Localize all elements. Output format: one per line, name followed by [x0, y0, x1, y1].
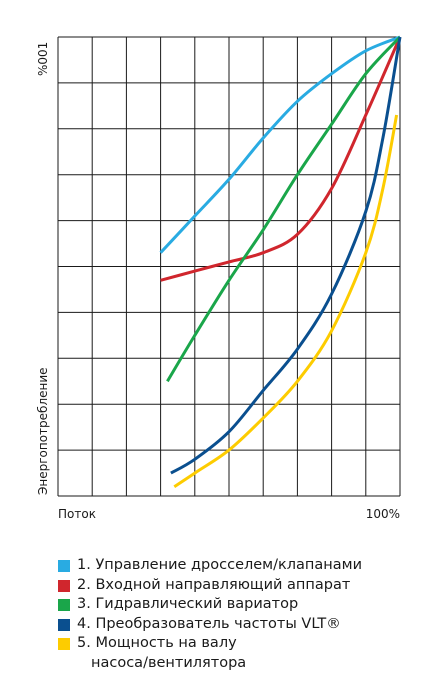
series-line-hydraulic-variator	[166, 35, 402, 383]
series-line-shaft-power	[173, 114, 399, 489]
legend-label-throttle: 1. Управление дросселем/клапанами	[77, 557, 363, 573]
x-axis-label: Поток	[58, 507, 96, 521]
legend-label-hydraulic-variator: 3. Гидравлический вариатор	[77, 596, 299, 612]
series-line-vlt-drive	[170, 36, 402, 475]
legend-swatch-throttle	[58, 560, 70, 572]
legend-swatch-inlet-guide-vanes	[58, 579, 70, 592]
legend-item-hydraulic-variator: 3. Гидравлический вариатор	[58, 595, 362, 615]
legend-label-shaft-power-continued: насоса/вентилятора	[91, 654, 247, 671]
series-line-inlet-guide-vanes	[160, 36, 402, 282]
legend-swatch-vlt-drive	[58, 618, 70, 631]
series-lines	[159, 35, 402, 489]
series-line-throttle	[159, 35, 401, 254]
y-axis-label: Энергопотребление	[36, 367, 50, 495]
legend: 1. Управление дросселем/клапанами 2. Вхо…	[58, 556, 362, 673]
legend-label-inlet-guide-vanes: 2. Входной направляющий аппарат	[77, 576, 351, 593]
legend-swatch-shaft-power	[58, 638, 70, 650]
legend-swatch-hydraulic-variator	[58, 599, 70, 611]
grid	[57, 36, 401, 497]
y-tick-label-100: %001	[36, 42, 50, 76]
legend-item-vlt-drive: 4. Преобразователь частоты VLT®	[58, 615, 362, 635]
chart: Поток 100% Энергопотребление %001	[36, 35, 402, 521]
legend-item-inlet-guide-vanes: 2. Входной направляющий аппарат	[58, 576, 362, 596]
legend-item-throttle: 1. Управление дросселем/клапанами	[58, 556, 362, 576]
legend-label-shaft-power: 5. Мощность на валу	[77, 635, 237, 651]
legend-label-vlt-drive: 4. Преобразователь частоты VLT®	[77, 615, 341, 632]
legend-item-shaft-power: 5. Мощность на валу	[58, 634, 362, 654]
x-tick-label-100: 100%	[366, 507, 400, 521]
